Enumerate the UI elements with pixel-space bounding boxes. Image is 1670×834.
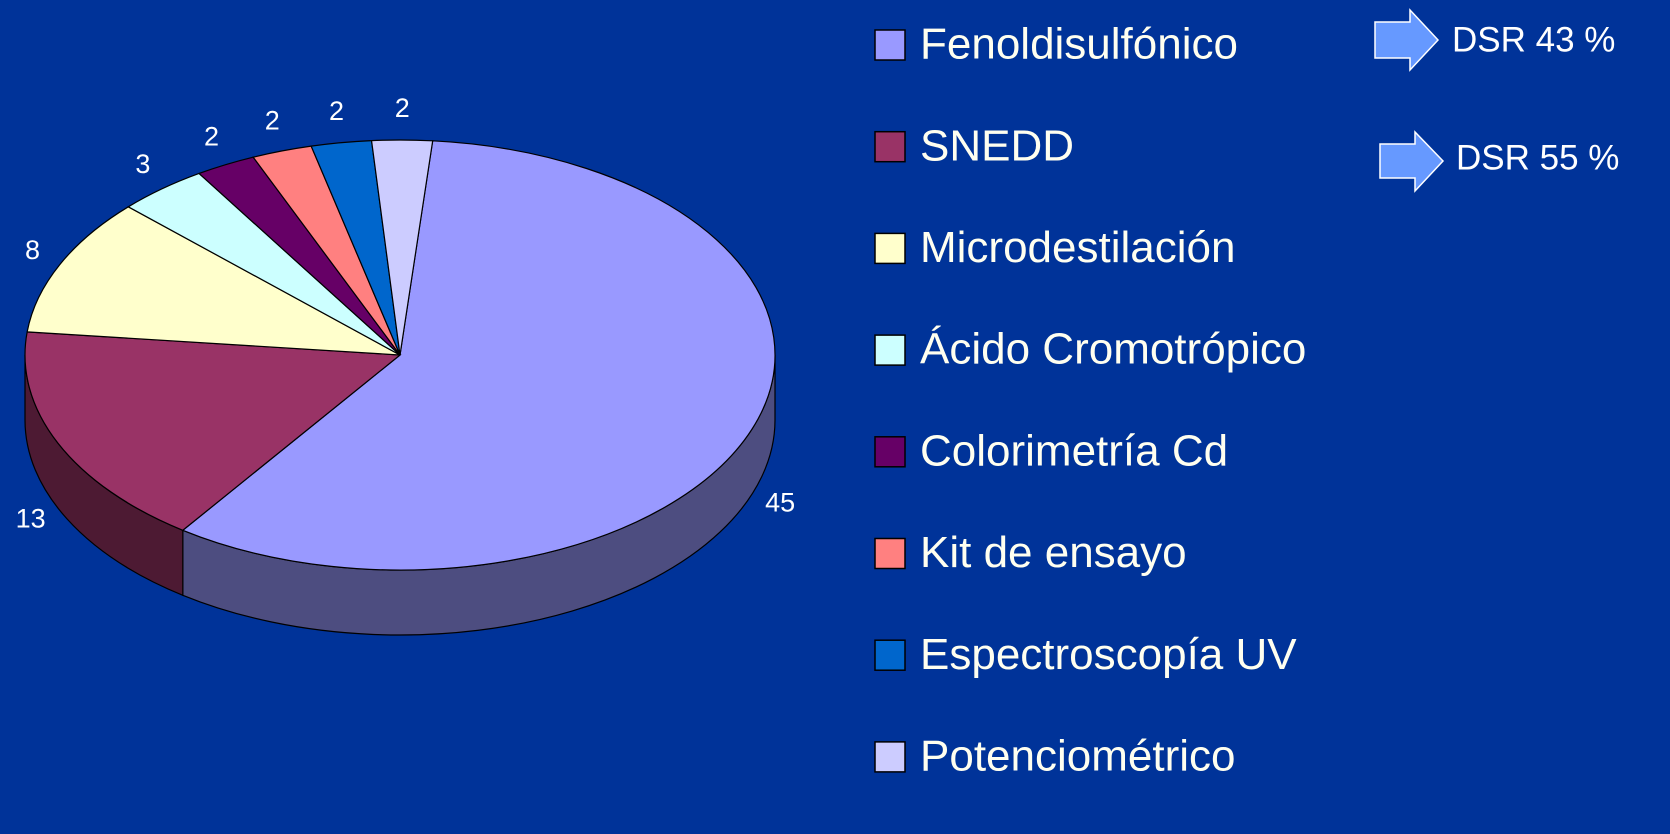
legend-label: Potenciométrico — [920, 732, 1235, 781]
legend-swatch — [874, 334, 906, 366]
legend-swatch — [874, 741, 906, 773]
data-label: 2 — [265, 106, 280, 136]
legend-label: SNEDD — [920, 121, 1074, 170]
data-label: 2 — [329, 96, 344, 126]
data-label: 45 — [765, 488, 795, 518]
data-label: 13 — [16, 504, 46, 534]
legend-label: Fenoldisulfónico — [920, 20, 1238, 69]
slice — [181, 140, 776, 571]
data-label: 8 — [25, 235, 40, 265]
legend-swatch — [874, 436, 906, 468]
annotation: DSR 43 % — [1452, 20, 1615, 59]
slice — [26, 206, 401, 356]
legend-swatch — [874, 29, 906, 61]
legend-swatch — [874, 639, 906, 671]
legend-label: Kit de ensayo — [920, 528, 1187, 577]
arrow — [1379, 130, 1445, 193]
slice — [24, 331, 402, 531]
slice — [370, 139, 434, 356]
legend-label: Microdestilación — [920, 223, 1235, 272]
legend-swatch — [874, 232, 906, 265]
arrow — [1374, 8, 1440, 72]
legend-swatch — [874, 130, 906, 163]
legend-label: Espectroscopía UV — [920, 630, 1297, 679]
data-label: 2 — [395, 93, 410, 123]
legend-label: Ácido Cromotrópico — [920, 325, 1306, 374]
data-label: 2 — [204, 121, 219, 151]
legend-swatch — [874, 537, 906, 570]
legend-label: Colorimetría Cd — [920, 426, 1228, 475]
annotation: DSR 55 % — [1456, 138, 1619, 177]
data-label: 3 — [135, 149, 150, 179]
